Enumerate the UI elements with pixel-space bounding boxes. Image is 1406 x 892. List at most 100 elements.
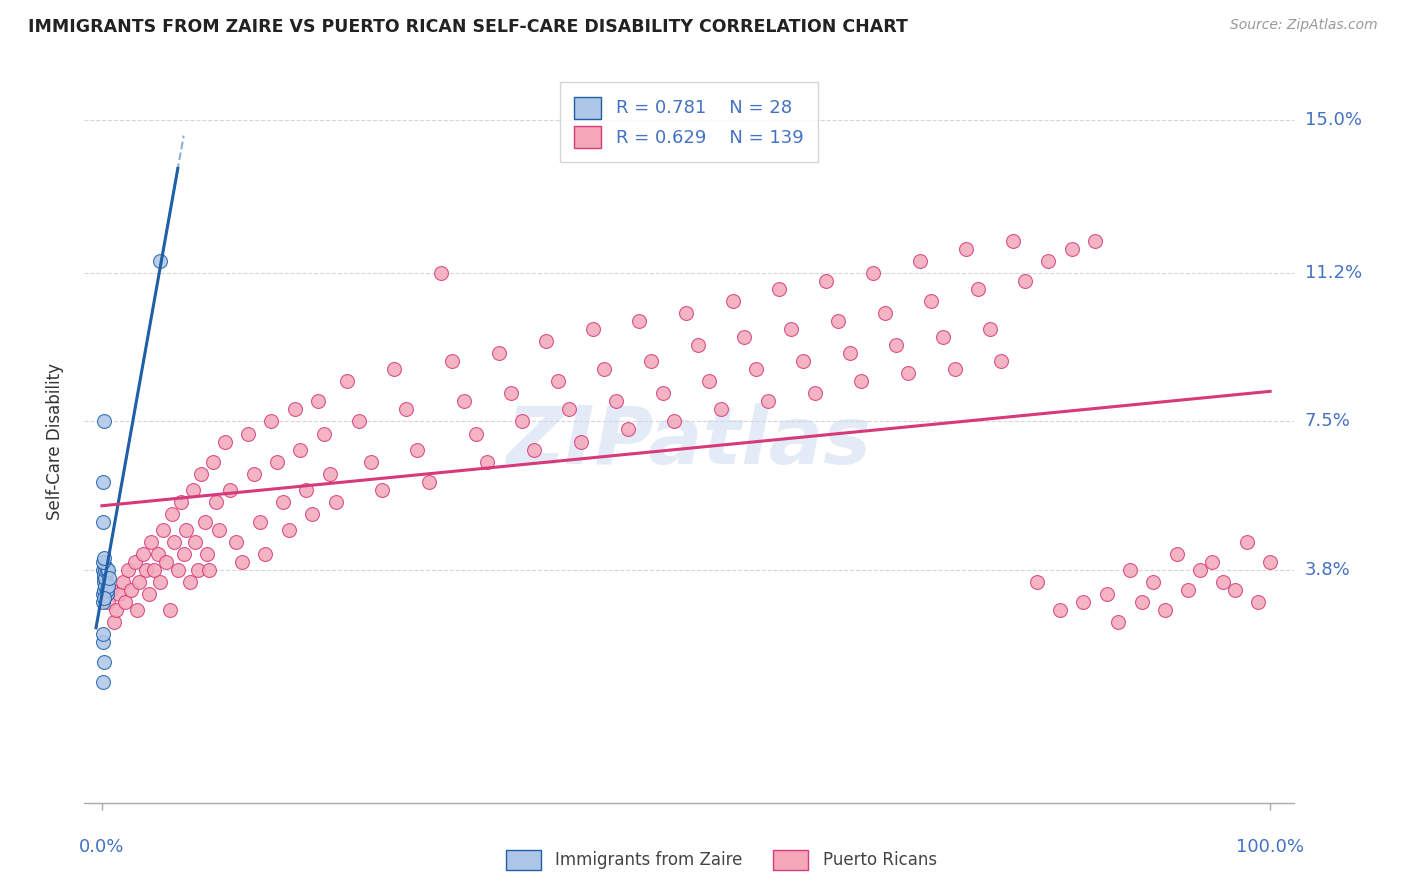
Point (1025, 574, 1047, 589)
Point (160, 507, 183, 521)
Point (640, 354, 662, 368)
Point (897, 366, 920, 380)
Point (873, 306, 896, 320)
Point (1084, 234, 1107, 248)
Point (155, 555, 177, 569)
Point (91, 555, 114, 569)
Point (838, 346, 860, 360)
Point (464, 426, 486, 441)
Point (111, 574, 134, 589)
Point (205, 494, 228, 508)
Point (91, 563, 114, 577)
Point (1071, 595, 1094, 609)
Point (194, 515, 217, 529)
Point (686, 338, 709, 352)
Point (195, 547, 218, 561)
Point (152, 523, 174, 537)
Point (827, 314, 849, 328)
Point (214, 434, 236, 449)
Point (395, 402, 418, 417)
Point (117, 563, 139, 577)
Point (138, 587, 160, 601)
Point (453, 394, 475, 409)
Point (1247, 595, 1270, 609)
Point (558, 402, 581, 417)
Point (955, 242, 977, 256)
Point (266, 455, 288, 469)
Point (93, 571, 115, 585)
Text: 3.8%: 3.8% (1305, 561, 1350, 579)
Point (181, 483, 204, 497)
Text: 0.0%: 0.0% (79, 838, 125, 855)
Point (512, 414, 534, 429)
Point (219, 483, 242, 497)
Point (94, 563, 117, 577)
Point (100, 583, 122, 598)
Point (312, 426, 335, 441)
Point (166, 563, 188, 577)
Point (780, 322, 803, 336)
Text: 7.5%: 7.5% (1305, 412, 1351, 431)
Point (499, 386, 522, 401)
Point (93, 655, 115, 669)
Point (1154, 603, 1177, 617)
Point (91, 595, 114, 609)
Point (295, 483, 318, 497)
Point (91, 515, 114, 529)
Point (163, 534, 186, 549)
Point (581, 322, 603, 336)
Point (1166, 547, 1188, 561)
Point (97, 571, 120, 585)
Point (792, 354, 814, 368)
Point (97, 563, 120, 577)
Point (1223, 583, 1246, 598)
Point (616, 423, 638, 437)
Point (135, 563, 157, 577)
Point (128, 574, 150, 589)
Point (97, 595, 120, 609)
Point (920, 293, 942, 308)
Point (190, 467, 212, 481)
Point (651, 386, 673, 401)
Point (1212, 574, 1234, 589)
Text: Source: ZipAtlas.com: Source: ZipAtlas.com (1230, 18, 1378, 32)
Point (534, 334, 557, 349)
Point (733, 330, 755, 344)
Point (96, 563, 118, 577)
Point (307, 394, 329, 409)
Point (93, 591, 115, 606)
Point (184, 534, 207, 549)
Point (569, 434, 592, 449)
Point (605, 394, 627, 409)
Point (179, 574, 201, 589)
Point (932, 330, 955, 344)
Point (745, 362, 768, 376)
Point (371, 483, 394, 497)
Point (120, 583, 142, 598)
Point (360, 455, 382, 469)
Point (547, 375, 569, 389)
Point (91, 587, 114, 601)
Point (201, 455, 224, 469)
Point (236, 426, 259, 441)
Point (768, 282, 790, 296)
Text: 11.2%: 11.2% (1305, 264, 1362, 282)
Point (242, 467, 264, 481)
Point (149, 574, 172, 589)
Point (225, 534, 247, 549)
Point (943, 362, 966, 376)
Point (301, 507, 323, 521)
Point (1095, 587, 1118, 601)
Point (406, 442, 429, 457)
Point (125, 603, 148, 617)
Point (418, 475, 440, 489)
Point (990, 354, 1012, 368)
Point (1049, 603, 1071, 617)
Point (104, 603, 127, 617)
Point (277, 523, 299, 537)
Point (271, 494, 294, 508)
Point (593, 362, 616, 376)
Point (91, 627, 114, 641)
Point (1002, 234, 1025, 248)
Point (628, 314, 651, 328)
